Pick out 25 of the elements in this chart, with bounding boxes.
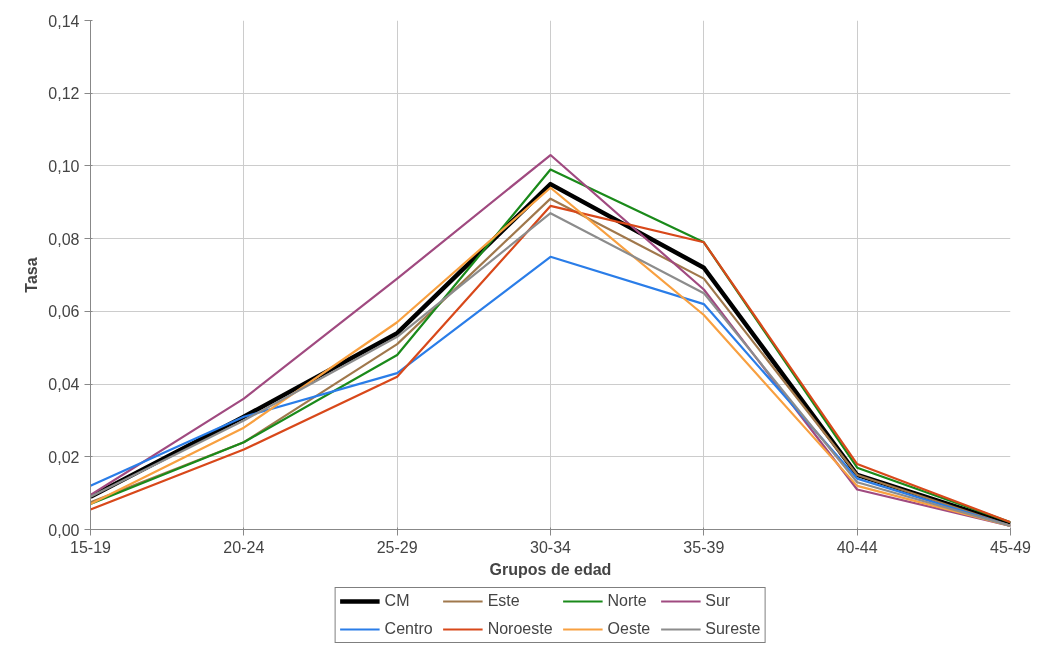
y-tick-label: 0,06 [48, 303, 80, 321]
y-axis-title: Tasa [23, 257, 41, 293]
legend-label: Sur [705, 592, 731, 610]
x-tick-label: 20-24 [223, 538, 265, 556]
y-tick-label: 0,00 [48, 521, 80, 539]
x-axis-title: Grupos de edad [489, 560, 612, 578]
legend-label: Noroeste [487, 620, 553, 638]
x-tick-label: 35-39 [683, 538, 725, 556]
legend-label: Este [487, 592, 520, 610]
legend-label: CM [384, 592, 410, 610]
x-tick-label: 25-29 [376, 538, 418, 556]
y-tick-label: 0,10 [48, 157, 80, 175]
x-tick-label: 45-49 [990, 538, 1032, 556]
legend-label: Sureste [705, 620, 761, 638]
legend-label: Centro [384, 620, 433, 638]
y-tick-label: 0,02 [48, 448, 80, 466]
legend-label: Oeste [607, 620, 651, 638]
y-tick-label: 0,14 [48, 12, 80, 30]
y-tick-label: 0,08 [48, 230, 80, 248]
x-tick-label: 40-44 [836, 538, 878, 556]
x-tick-label: 30-34 [530, 538, 572, 556]
y-tick-label: 0,12 [48, 85, 80, 103]
legend-label: Norte [607, 592, 647, 610]
y-tick-label: 0,04 [48, 376, 80, 394]
x-tick-label: 15-19 [70, 538, 112, 556]
